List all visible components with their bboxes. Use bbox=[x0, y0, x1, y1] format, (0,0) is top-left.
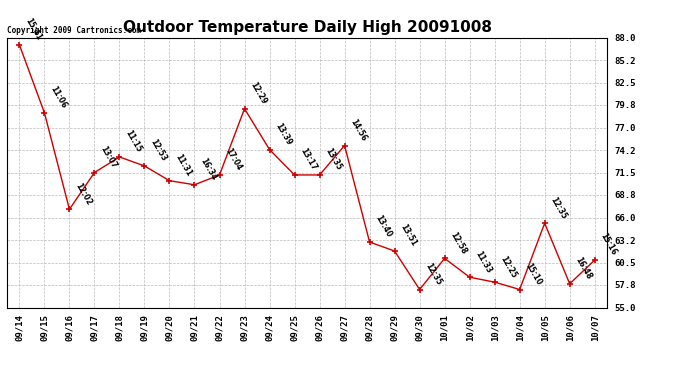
Text: 16:48: 16:48 bbox=[574, 255, 594, 281]
Text: 11:33: 11:33 bbox=[474, 249, 493, 274]
Text: 13:07: 13:07 bbox=[99, 144, 119, 170]
Text: 12:25: 12:25 bbox=[499, 254, 519, 279]
Text: 12:35: 12:35 bbox=[549, 195, 569, 220]
Text: 12:58: 12:58 bbox=[448, 230, 469, 256]
Text: 14:56: 14:56 bbox=[348, 117, 368, 143]
Text: 12:02: 12:02 bbox=[74, 181, 93, 207]
Text: 11:06: 11:06 bbox=[48, 85, 68, 110]
Text: 12:53: 12:53 bbox=[148, 138, 168, 163]
Text: 11:31: 11:31 bbox=[174, 153, 193, 178]
Title: Outdoor Temperature Daily High 20091008: Outdoor Temperature Daily High 20091008 bbox=[123, 20, 491, 35]
Text: 15:10: 15:10 bbox=[524, 261, 544, 287]
Text: 16:34: 16:34 bbox=[199, 157, 219, 182]
Text: 17:04: 17:04 bbox=[224, 147, 244, 172]
Text: 13:17: 13:17 bbox=[299, 147, 319, 172]
Text: 11:15: 11:15 bbox=[124, 129, 144, 154]
Text: 15:41: 15:41 bbox=[23, 17, 43, 42]
Text: Copyright 2009 Cartronics.com: Copyright 2009 Cartronics.com bbox=[7, 26, 141, 35]
Text: 12:29: 12:29 bbox=[248, 81, 268, 106]
Text: 13:51: 13:51 bbox=[399, 223, 419, 248]
Text: 13:39: 13:39 bbox=[274, 122, 293, 147]
Text: 12:35: 12:35 bbox=[424, 261, 444, 287]
Text: 15:16: 15:16 bbox=[599, 232, 619, 257]
Text: 13:35: 13:35 bbox=[324, 147, 344, 172]
Text: 13:40: 13:40 bbox=[374, 214, 393, 239]
